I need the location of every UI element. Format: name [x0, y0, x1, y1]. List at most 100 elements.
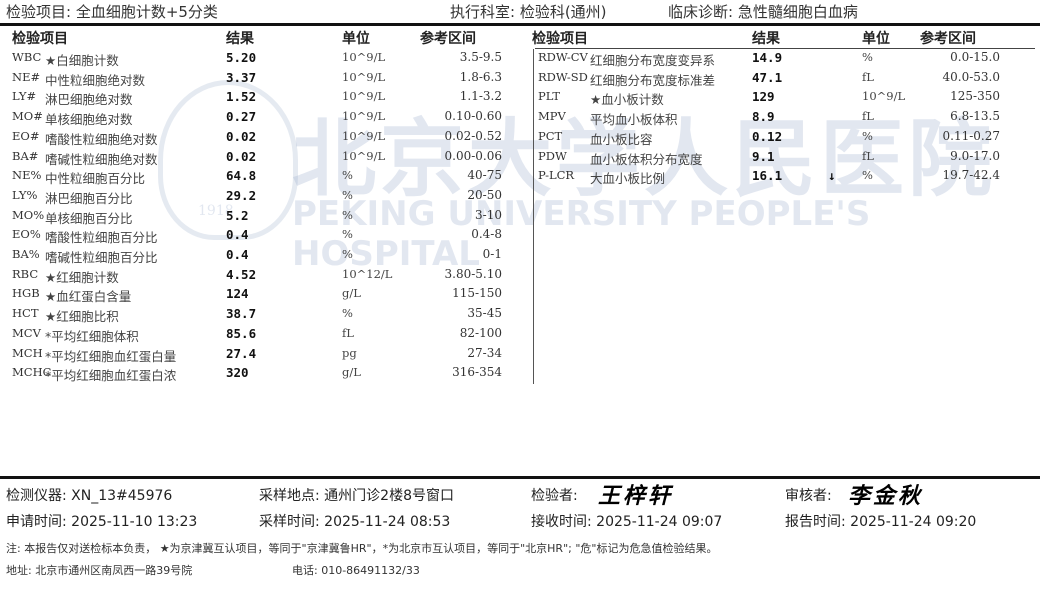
result-value: 16.1: [752, 168, 783, 184]
reference-range: 1.8-6.3: [459, 69, 502, 84]
item-name: 大血小板比例: [590, 171, 666, 187]
reference-range: 0.00-0.06: [444, 148, 503, 163]
result-value: 0.4: [226, 247, 249, 262]
item-name: 嗜酸性粒细胞绝对数: [45, 131, 158, 147]
item-code: LY%: [12, 187, 38, 202]
unit: %: [342, 306, 353, 321]
unit: 10^9/L: [342, 128, 386, 143]
item-name: ★血红蛋白含量: [45, 289, 132, 305]
item-name: 淋巴细胞百分比: [45, 190, 133, 206]
item-code: PDW: [538, 148, 567, 163]
col-item: 检验项目: [12, 31, 68, 47]
col-ref-right: 参考区间: [920, 31, 976, 47]
unit: %: [342, 187, 353, 202]
col-item-right: 检验项目: [532, 31, 588, 47]
table-row: EO% 嗜酸性粒细胞百分比 0.4% 0.4-8: [0, 227, 1056, 246]
table-row: NE# 中性粒细胞绝对数 3.37 10^9/L 1.8-6.3: [0, 70, 1056, 89]
table-row: WBC ★白细胞计数 5.20 10^9/L 3.5-9.5: [0, 50, 1056, 69]
reference-range: 9.0-17.0: [950, 148, 1000, 163]
unit: fL: [862, 69, 874, 84]
result-value: 5.20: [226, 50, 257, 65]
item-name: 中性粒细胞绝对数: [45, 72, 146, 88]
reviewer-label: 审核者:: [785, 488, 832, 504]
result-value: 64.8: [226, 168, 257, 184]
unit: %: [862, 128, 873, 143]
note: 注: 本报告仅对送检标本负责， ★为京津冀互认项目，等同于"京津冀鲁HR"，*为…: [6, 542, 718, 555]
item-code: EO%: [12, 227, 41, 242]
item-code: HCT: [12, 306, 39, 321]
sample-location: 采样地点: 通州门诊2楼8号窗口: [259, 488, 454, 504]
table-row: P-LCR 大血小板比例 16.1 ↓% 19.7-42.4: [0, 168, 1056, 187]
reference-range: 40-75: [467, 168, 502, 183]
receive-time: 接收时间: 2025-11-24 09:07: [531, 514, 723, 530]
result-value: 320: [226, 365, 249, 381]
table-row: MCH *平均红细胞血红蛋白量 27.4 pg 27-34: [0, 346, 1056, 365]
table-row: HCT ★红细胞比积 38.7% 35-45: [0, 306, 1056, 325]
unit: fL: [342, 325, 354, 340]
item-name: 平均血小板体积: [590, 112, 678, 128]
col-unit: 单位: [342, 31, 370, 47]
table-row: HGB ★血红蛋白含量 124 g/L 115-150: [0, 286, 1056, 305]
header-divider: [0, 23, 1040, 26]
item-code: MO#: [12, 109, 43, 124]
item-code: MO%: [12, 207, 45, 222]
table-row: RBC ★红细胞计数 4.52 10^12/L 3.80-5.10: [0, 267, 1056, 286]
reference-range: 0-1: [482, 247, 502, 261]
unit: fL: [862, 148, 874, 163]
item-name: *平均红细胞体积: [45, 328, 139, 344]
item-name: 单核细胞百分比: [45, 210, 133, 226]
diagnosis: 临床诊断: 急性髓细胞白血病: [668, 3, 858, 21]
item-name: 淋巴细胞绝对数: [45, 92, 133, 108]
reference-range: 0.02-0.52: [444, 128, 503, 143]
item-code: MCHC: [12, 365, 52, 380]
abnormal-flag: ↓: [828, 168, 836, 184]
table-row: BA% 嗜碱性粒细胞百分比 0.4% 0-1: [0, 247, 1056, 266]
table-row: RDW-CV 红细胞分布宽度变异系 14.9% 0.0-15.0: [0, 50, 1056, 69]
result-value: 129: [752, 89, 775, 105]
reference-range: 3-10: [475, 207, 502, 222]
item-name: *平均红细胞血红蛋白量: [45, 348, 177, 364]
unit: g/L: [342, 365, 361, 380]
result-value: 27.4: [226, 345, 257, 361]
item-code: BA%: [12, 247, 40, 261]
item-code: P-LCR: [538, 168, 575, 183]
unit: %: [862, 168, 873, 183]
item-code: RDW-SD: [538, 69, 588, 84]
tester-label: 检验者:: [531, 488, 578, 504]
department: 执行科室: 检验科(通州): [450, 3, 607, 21]
item-name: 红细胞分布宽度标准差: [590, 72, 716, 88]
result-value: 47.1: [752, 69, 783, 85]
unit: 10^9/L: [342, 69, 386, 84]
test-item-title: 检验项目: 全血细胞计数+5分类: [6, 3, 218, 21]
item-code: MCV: [12, 325, 41, 340]
table-row: LY% 淋巴细胞百分比 29.2% 20-50: [0, 188, 1056, 207]
item-code: WBC: [12, 50, 42, 64]
result-value: 124: [226, 286, 249, 302]
item-name: ★血小板计数: [590, 92, 664, 108]
result-value: 0.12: [752, 128, 783, 144]
reviewer-signature: 李金秋: [848, 483, 924, 509]
unit: 10^9/L: [342, 109, 386, 124]
item-name: 血小板体积分布宽度: [590, 151, 703, 167]
reference-range: 316-354: [452, 365, 502, 380]
reference-range: 3.80-5.10: [444, 266, 503, 281]
unit: %: [862, 50, 873, 64]
unit: %: [342, 247, 353, 261]
unit: %: [342, 168, 353, 183]
table-row: MO# 单核细胞绝对数 0.27 10^9/L 0.10-0.60: [0, 109, 1056, 128]
table-row: LY# 淋巴细胞绝对数 1.52 10^9/L 1.1-3.2: [0, 89, 1056, 108]
item-name: 红细胞分布宽度变异系: [590, 53, 716, 68]
reference-range: 0.11-0.27: [942, 128, 1001, 143]
unit: %: [342, 227, 353, 242]
col-unit-right: 单位: [862, 31, 890, 47]
table-row: MO% 单核细胞百分比 5.2% 3-10: [0, 208, 1056, 227]
unit: 10^9/L: [342, 50, 386, 64]
item-code: LY#: [12, 89, 37, 104]
item-code: HGB: [12, 286, 40, 301]
result-value: 5.2: [226, 207, 249, 223]
item-code: BA#: [12, 148, 39, 163]
header-underline: [535, 48, 1035, 49]
result-value: 4.52: [226, 266, 257, 282]
unit: 10^9/L: [862, 89, 906, 104]
